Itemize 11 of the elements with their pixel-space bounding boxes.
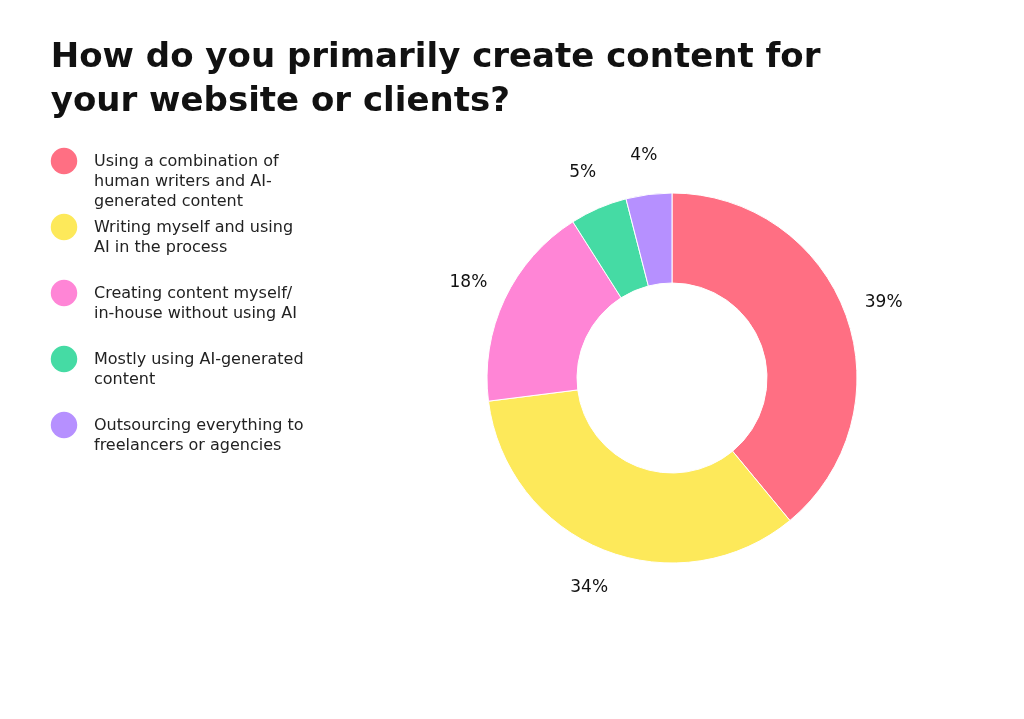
legend-label: Mostly using AI-generated content <box>94 349 304 388</box>
legend-label: Writing myself and using AI in the process <box>94 217 294 256</box>
chart-title: How do you primarily create content for your website or clients? <box>50 35 821 119</box>
data-label: 34% <box>570 576 609 597</box>
data-label: 5% <box>569 160 597 181</box>
data-label: 4% <box>630 143 658 164</box>
legend-label: Creating content myself/ in-house without using AI <box>94 283 297 322</box>
legend-label: Outsourcing everything to freelancers or agencies <box>94 415 304 454</box>
data-label: 18% <box>449 271 488 292</box>
legend-label: Using a combination of human writers and AI-generated content <box>94 151 280 210</box>
data-label: 39% <box>864 290 903 311</box>
